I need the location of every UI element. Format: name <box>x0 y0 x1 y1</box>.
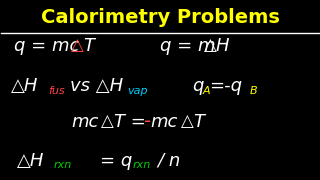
Text: rxn: rxn <box>54 160 72 170</box>
Text: fus: fus <box>48 86 65 96</box>
Text: B: B <box>250 86 257 96</box>
Text: rxn: rxn <box>133 160 151 170</box>
Text: =-q: =-q <box>209 77 242 95</box>
Text: vs △H: vs △H <box>69 77 123 95</box>
Text: H: H <box>216 37 229 55</box>
Text: A: A <box>203 86 211 96</box>
Text: △H: △H <box>17 152 44 170</box>
Text: T: T <box>83 37 94 55</box>
Text: △: △ <box>101 112 114 130</box>
Text: △H: △H <box>11 77 38 95</box>
Text: mc: mc <box>71 113 99 131</box>
Text: q = m: q = m <box>160 37 215 55</box>
Text: q = mc: q = mc <box>14 37 79 55</box>
Text: △: △ <box>181 112 194 130</box>
Text: / n: / n <box>157 152 181 170</box>
Text: T =: T = <box>114 113 146 131</box>
Text: -: - <box>143 112 151 131</box>
Text: △: △ <box>70 36 83 54</box>
Text: q: q <box>192 77 203 95</box>
Text: T: T <box>193 113 204 131</box>
Text: = q: = q <box>100 152 132 170</box>
Text: Calorimetry Problems: Calorimetry Problems <box>41 8 279 27</box>
Text: mc: mc <box>150 113 178 131</box>
Text: vap: vap <box>128 86 148 96</box>
Text: △: △ <box>204 36 217 54</box>
